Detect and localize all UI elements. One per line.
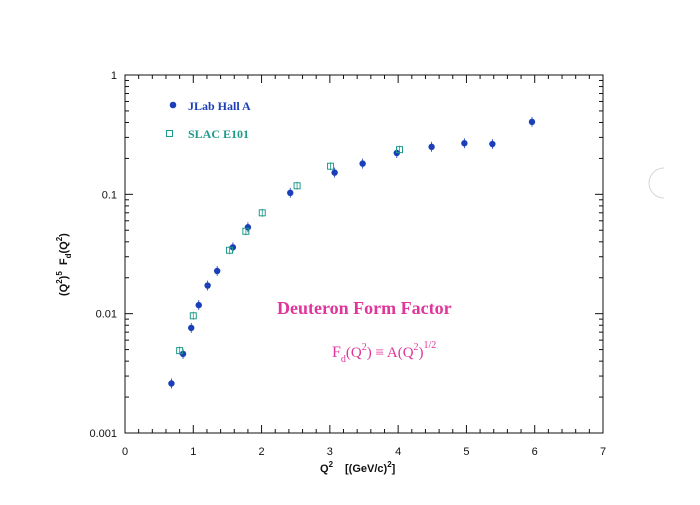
data-point-jlab — [168, 380, 175, 387]
data-point-jlab — [188, 324, 195, 332]
data-point-jlab — [204, 282, 211, 289]
data-point-slac — [225, 246, 233, 254]
data-point-slac — [258, 209, 266, 217]
x-tick-label: 5 — [463, 446, 469, 458]
data-point-jlab — [331, 169, 338, 176]
data-point-slac — [327, 162, 335, 170]
y-tick-label: 0.1 — [102, 189, 117, 201]
x-axis-ticks — [124, 75, 604, 433]
ylabel-c-sub: d — [64, 253, 73, 258]
x-tick-label: 6 — [532, 446, 538, 458]
ylabel-a: (Q — [58, 283, 70, 296]
legend-label-jlab: JLab Hall A — [188, 99, 251, 113]
data-point-slac — [293, 182, 301, 190]
ylabel-d-sup: 2 — [55, 236, 64, 241]
ylabel-d: (Q — [58, 241, 70, 254]
formula-close-eq: ) ≡ A(Q — [367, 345, 414, 361]
data-point-jlab — [528, 118, 536, 126]
xlabel-sup: 2 — [329, 460, 334, 469]
annotation-title: Deuteron Form Factor — [277, 298, 452, 318]
xlabel-main: Q — [320, 463, 329, 475]
data-point-jlab — [213, 267, 221, 275]
annotation-formula: Fd(Q2) ≡ A(Q2)1/2 — [332, 340, 436, 365]
y-axis-title: (Q2)5 Fd(Q2) — [55, 233, 73, 296]
xlabel-units-open: [(GeV/c) — [345, 463, 388, 475]
y-tick-label: 0.01 — [96, 309, 117, 321]
data-point-jlab — [489, 140, 496, 148]
data-point-slac — [189, 312, 197, 320]
y-tick-label: 1 — [111, 70, 117, 82]
legend: JLab Hall A SLAC E101 — [166, 99, 251, 141]
legend-marker-jlab — [169, 101, 177, 109]
formula-close: ) — [419, 345, 424, 361]
formula-f-sub: d — [341, 354, 346, 365]
formula-exponent: 1/2 — [424, 340, 437, 351]
data-point-jlab — [428, 143, 435, 151]
ylabel-b-sup: 5 — [55, 271, 64, 276]
y-axis-ticks — [125, 74, 603, 434]
ylabel-a-sup: 2 — [55, 279, 64, 284]
series-markers — [168, 118, 536, 387]
data-point-jlab — [195, 301, 202, 309]
formula-open: (Q — [346, 345, 362, 361]
y-tick-label: 0.001 — [89, 428, 117, 440]
data-point-jlab — [287, 189, 294, 197]
data-point-slac — [396, 146, 404, 154]
x-tick-label: 3 — [327, 446, 333, 458]
ylabel-b: ) — [58, 275, 70, 279]
x-axis-title: Q2 [(GeV/c)2] — [320, 460, 396, 475]
x-tick-label: 1 — [190, 446, 196, 458]
formula-sup-right: 2 — [414, 342, 419, 353]
plot-frame — [124, 74, 604, 434]
data-point-slac — [176, 347, 184, 355]
data-point-slac — [242, 227, 250, 235]
x-tick-label: 4 — [395, 446, 401, 458]
x-axis-tick-labels: 0 1 2 3 4 5 6 7 — [122, 446, 606, 458]
x-tick-label: 2 — [259, 446, 265, 458]
data-point-jlab — [461, 140, 468, 147]
ylabel-e: ) — [58, 233, 70, 237]
xlabel-units-close: ] — [392, 463, 396, 475]
data-point-jlab — [244, 224, 252, 231]
formula-sup-left: 2 — [362, 342, 367, 353]
ylabel-c: F — [58, 258, 70, 268]
xlabel-units-sup: 2 — [387, 460, 392, 469]
legend-label-slac: SLAC E101 — [188, 127, 249, 141]
legend-marker-slac — [166, 130, 173, 137]
x-tick-label: 0 — [122, 446, 128, 458]
page-hole-mark — [648, 167, 665, 199]
x-tick-label: 7 — [600, 446, 606, 458]
y-axis-tick-labels: 0.001 0.01 0.1 1 — [89, 70, 117, 440]
data-point-jlab — [359, 160, 366, 167]
formula-f: F — [332, 344, 341, 361]
